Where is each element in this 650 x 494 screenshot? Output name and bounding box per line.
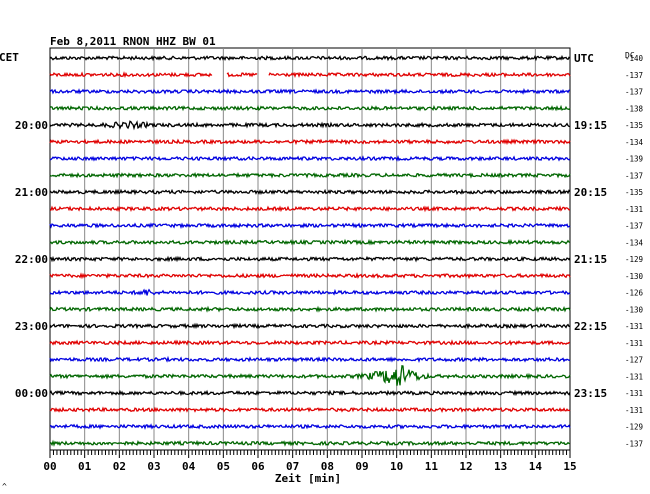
x-tick-label: 14 bbox=[529, 460, 543, 473]
x-axis-label: Zeit [min] bbox=[275, 472, 341, 485]
right-time-label: 22:15 bbox=[574, 320, 607, 333]
trace-row-14 bbox=[49, 288, 571, 296]
x-tick-label: 10 bbox=[390, 460, 403, 473]
x-tick-label: 13 bbox=[494, 460, 507, 473]
dc-value: -138 bbox=[625, 104, 644, 113]
x-tick-label: 04 bbox=[182, 460, 196, 473]
dc-value: -135 bbox=[625, 121, 643, 130]
right-time-label: 20:15 bbox=[574, 186, 607, 199]
chart-title: Feb 8,2011 RNON HHZ BW 01 bbox=[50, 35, 216, 48]
trace-row-6 bbox=[49, 155, 571, 162]
dc-value: -140 bbox=[625, 54, 644, 63]
x-tick-label: 12 bbox=[459, 460, 472, 473]
dc-value: -130 bbox=[625, 272, 644, 281]
trace-row-3 bbox=[49, 104, 571, 112]
dc-value: -127 bbox=[625, 356, 643, 365]
dc-value: -129 bbox=[625, 255, 643, 264]
trace-row-15 bbox=[49, 305, 571, 313]
dc-value: -137 bbox=[625, 171, 643, 180]
trace-row-7 bbox=[49, 171, 571, 179]
trace-row-2 bbox=[49, 88, 571, 95]
trace-row-18 bbox=[49, 355, 571, 364]
dc-value: -131 bbox=[625, 372, 643, 381]
dc-value: -137 bbox=[625, 71, 643, 80]
trace-row-9 bbox=[49, 205, 570, 213]
x-tick-label: 03 bbox=[147, 460, 160, 473]
x-tick-label: 05 bbox=[217, 460, 230, 473]
x-tick-label: 06 bbox=[251, 460, 265, 473]
dc-value: -134 bbox=[625, 138, 644, 147]
trace-row-4 bbox=[49, 120, 571, 131]
footer-mark: ^ bbox=[2, 482, 7, 491]
trace-row-10 bbox=[49, 222, 571, 230]
dc-value: -131 bbox=[625, 406, 643, 415]
trace-row-21 bbox=[49, 406, 571, 414]
trace-row-20 bbox=[49, 389, 571, 397]
dc-value: -131 bbox=[625, 205, 643, 214]
left-axis-label: CET bbox=[0, 51, 19, 64]
trace-row-5 bbox=[49, 138, 571, 146]
left-time-label: 22:00 bbox=[15, 253, 48, 266]
dc-value: -129 bbox=[625, 423, 643, 432]
right-time-label: 23:15 bbox=[574, 387, 607, 400]
dc-value: -137 bbox=[625, 88, 643, 97]
trace-row-12 bbox=[49, 255, 571, 263]
left-time-label: 00:00 bbox=[15, 387, 48, 400]
left-time-label: 21:00 bbox=[15, 186, 48, 199]
x-tick-label: 00 bbox=[43, 460, 56, 473]
right-time-label: UTC bbox=[574, 52, 594, 65]
trace-row-22 bbox=[49, 423, 571, 430]
x-tick-label: 01 bbox=[78, 460, 92, 473]
seismic-traces bbox=[49, 54, 571, 447]
x-tick-label: 11 bbox=[425, 460, 439, 473]
left-time-label: 23:00 bbox=[15, 320, 48, 333]
dc-value: -131 bbox=[625, 322, 643, 331]
x-tick-label: 15 bbox=[563, 460, 576, 473]
dc-value: -126 bbox=[625, 289, 644, 298]
x-tick-label: 08 bbox=[321, 460, 334, 473]
x-tick-label: 02 bbox=[113, 460, 126, 473]
trace-row-8 bbox=[49, 188, 571, 196]
trace-row-17 bbox=[49, 339, 570, 347]
dc-value: -137 bbox=[625, 222, 643, 231]
trace-row-19 bbox=[49, 365, 571, 386]
dc-value: -130 bbox=[625, 305, 644, 314]
left-time-label: 20:00 bbox=[15, 119, 48, 132]
trace-row-16 bbox=[49, 322, 570, 330]
trace-row-13 bbox=[49, 272, 571, 280]
trace-row-11 bbox=[49, 238, 571, 246]
x-tick-label: 07 bbox=[286, 460, 299, 473]
dc-value: -135 bbox=[625, 188, 643, 197]
dc-value: -131 bbox=[625, 339, 643, 348]
dc-label: DC bbox=[625, 51, 635, 60]
right-time-label: 21:15 bbox=[574, 253, 607, 266]
dc-value: -134 bbox=[625, 238, 644, 247]
x-tick-label: 09 bbox=[355, 460, 368, 473]
dc-value: -137 bbox=[625, 439, 643, 448]
trace-row-1 bbox=[49, 71, 571, 79]
trace-row-0 bbox=[49, 54, 571, 62]
dc-value: -139 bbox=[625, 155, 643, 164]
dc-value: -131 bbox=[625, 389, 643, 398]
axis-labels: 00 01 02 03 04 05 06 07 08 09 10 11 12 13 14 15 -140 -137… bbox=[15, 52, 644, 473]
right-time-label: 19:15 bbox=[574, 119, 607, 132]
trace-row-23 bbox=[49, 439, 571, 447]
